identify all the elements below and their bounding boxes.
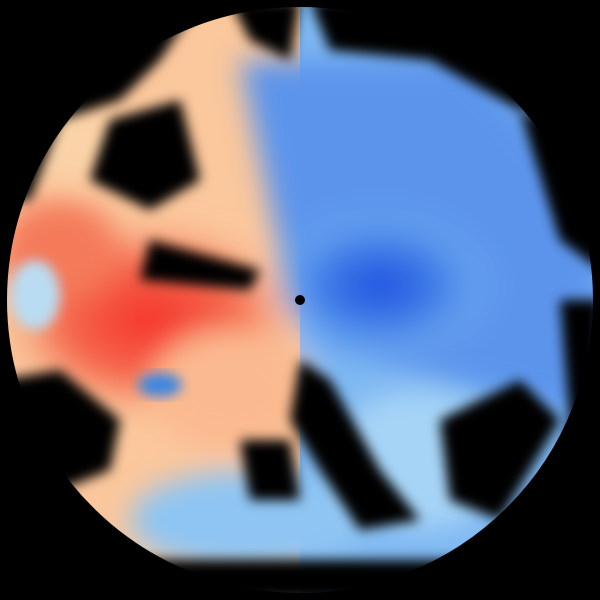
- radar-site: [295, 295, 305, 305]
- range-edge: [5, 5, 595, 595]
